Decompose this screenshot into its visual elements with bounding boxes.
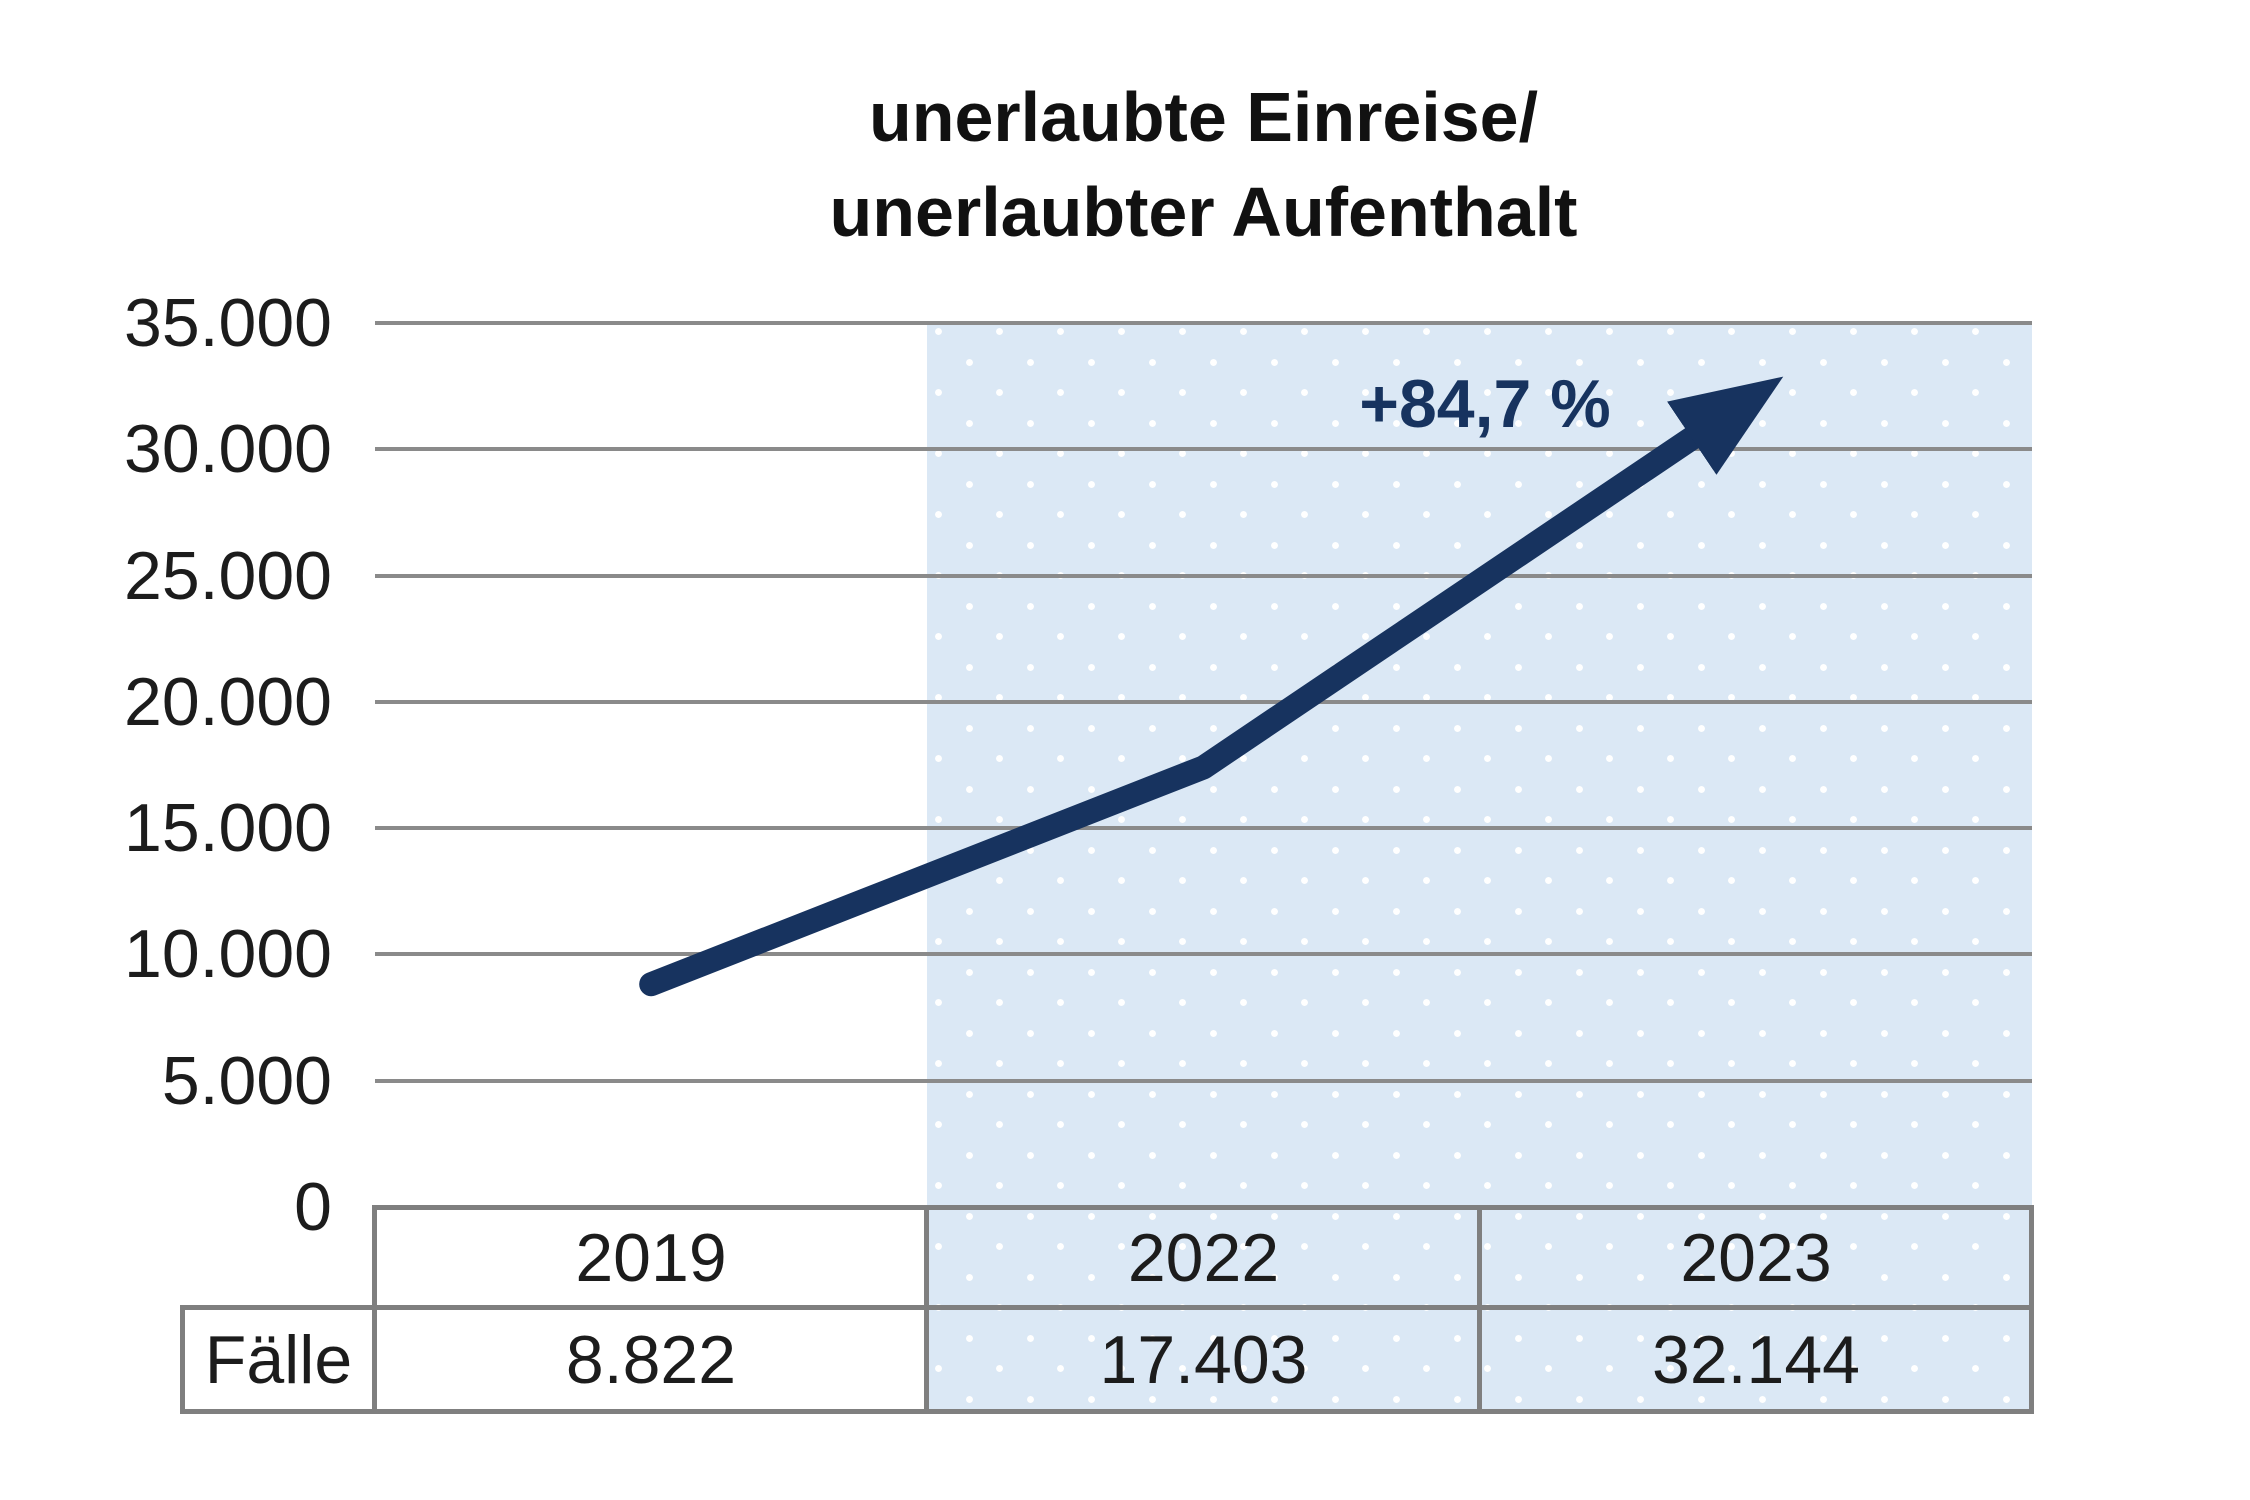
gridline-35000 xyxy=(375,321,2032,325)
y-tick-label: 0 xyxy=(294,1169,332,1245)
table-header-2022: 2022 xyxy=(1127,1219,1280,1296)
gridline-5000 xyxy=(375,1079,2032,1083)
table-border-col2 xyxy=(924,1205,929,1414)
y-tick-label: 30.000 xyxy=(124,411,332,487)
table-border-left xyxy=(180,1305,185,1414)
y-tick-label: 15.000 xyxy=(124,790,332,866)
table-border-col3 xyxy=(1477,1205,1482,1414)
table-border-col1 xyxy=(372,1205,377,1414)
table-value-2019: 8.822 xyxy=(565,1321,737,1398)
y-tick-label: 35.000 xyxy=(124,285,332,361)
chart-title-line2: unerlaubter Aufenthalt xyxy=(829,173,1578,251)
table-header-2023: 2023 xyxy=(1680,1219,1832,1296)
gridline-25000 xyxy=(375,574,2032,578)
chart-title: unerlaubte Einreise/unerlaubter Aufentha… xyxy=(375,70,2032,260)
table-header-2019: 2019 xyxy=(575,1219,727,1296)
table-value-2023: 32.144 xyxy=(1652,1321,1860,1398)
table-border-top xyxy=(372,1205,2034,1210)
y-tick-label: 10.000 xyxy=(124,916,332,992)
y-tick-label: 5.000 xyxy=(161,1043,332,1119)
chart-title-line1: unerlaubte Einreise/ xyxy=(868,78,1539,156)
table-border-mid xyxy=(180,1305,2034,1310)
gridline-20000 xyxy=(375,700,2032,704)
table-border-bottom xyxy=(180,1409,2034,1414)
gridline-10000 xyxy=(375,952,2032,956)
y-tick-label: 25.000 xyxy=(124,538,332,614)
table-row-label: Fälle xyxy=(204,1321,353,1398)
table-border-right xyxy=(2029,1205,2034,1414)
trend-line xyxy=(639,376,1784,997)
table-value-2022: 17.403 xyxy=(1099,1321,1308,1398)
percent-change-label: +84,7 % xyxy=(1359,366,1611,442)
gridline-30000 xyxy=(375,447,2032,451)
gridline-15000 xyxy=(375,826,2032,830)
y-tick-label: 20.000 xyxy=(124,664,332,740)
